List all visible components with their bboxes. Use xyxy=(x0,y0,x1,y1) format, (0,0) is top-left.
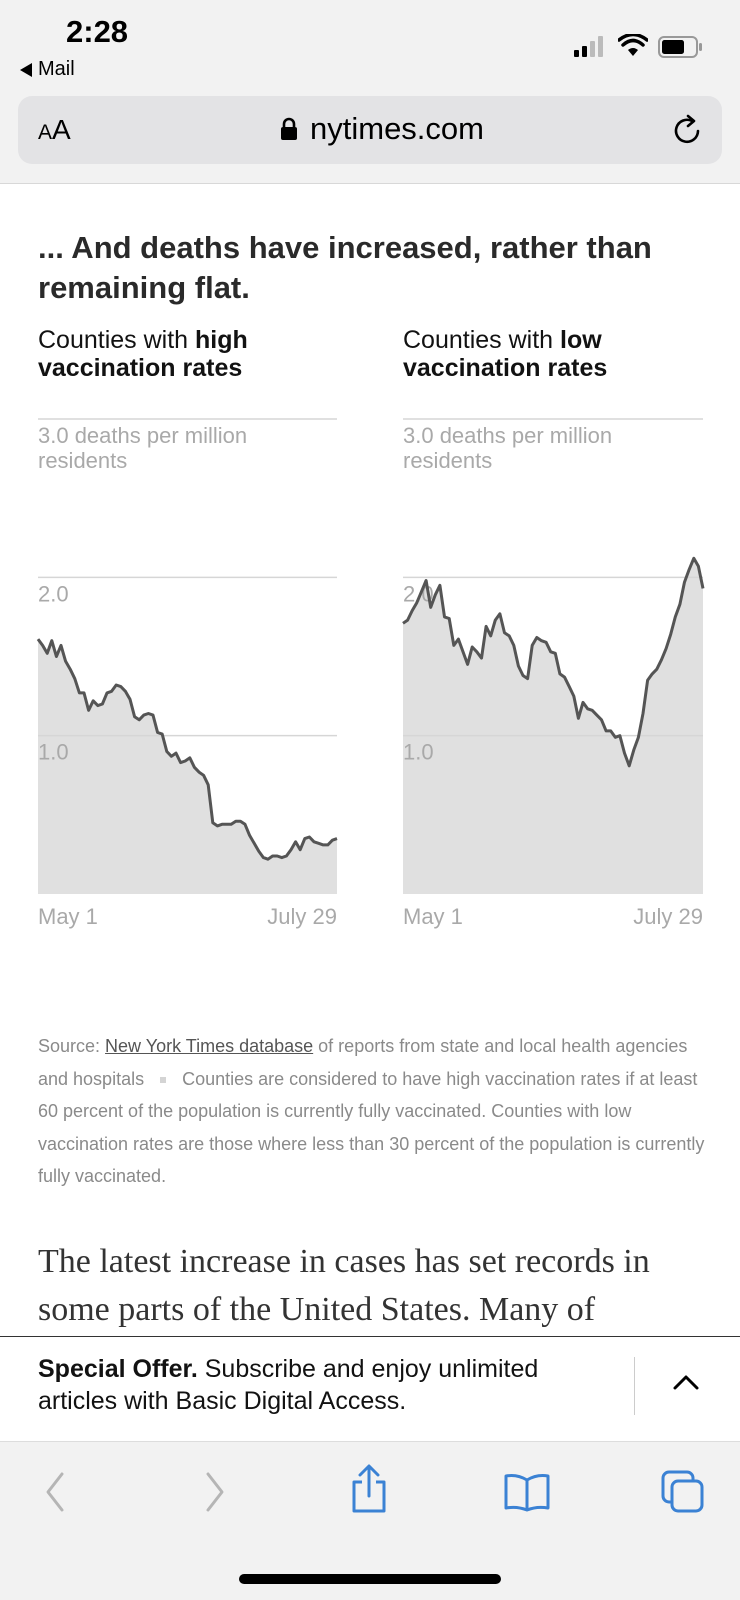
address-bar[interactable]: AA nytimes.com xyxy=(18,96,722,164)
forward-arrow-icon[interactable] xyxy=(202,1470,228,1514)
y-tick-label-low: 1.0 xyxy=(403,740,434,765)
back-label: Mail xyxy=(38,58,75,80)
panel-title-high: Counties with high vaccination rates xyxy=(38,326,338,382)
browser-toolbar xyxy=(0,1442,740,1600)
home-indicator xyxy=(239,1574,501,1584)
offer-bold: Special Offer. xyxy=(38,1355,198,1383)
tabs-icon[interactable] xyxy=(661,1470,705,1514)
y-axis-label-high: 3.0 deaths per million residents xyxy=(38,423,247,473)
safari-address-area: AA nytimes.com xyxy=(0,92,740,184)
panel-title-high-bold: high vaccination rates xyxy=(38,326,248,382)
series-line-low xyxy=(402,556,705,768)
x-tick-start-low: May 1 xyxy=(403,904,463,929)
offer-description: Subscribe and enjoy unlimited articles w… xyxy=(38,1355,539,1415)
separator-dot xyxy=(160,1076,167,1083)
status-time: 2:28 xyxy=(66,14,129,49)
source-prefix: Source: xyxy=(38,1036,106,1056)
area-fill-low xyxy=(403,558,703,894)
x-tick-start-high: May 1 xyxy=(38,904,98,929)
text-size-button[interactable]: AA xyxy=(38,114,71,145)
back-triangle-icon xyxy=(20,62,32,77)
charts-area: 3.0 deaths per million residents 2.0 1.0 May… xyxy=(36,418,705,929)
x-tick-end-low: July 29 xyxy=(633,904,703,929)
domain-text: nytimes.com xyxy=(310,111,484,146)
y-tick-label-high: 1.0 xyxy=(38,740,69,765)
chevron-up-icon[interactable] xyxy=(672,1373,700,1391)
battery-icon xyxy=(658,36,702,58)
panel-title-low-prefix: Counties with xyxy=(403,326,561,354)
panel-title-low-bold: low vaccination rates xyxy=(403,326,608,382)
offer-text: Special Offer. Subscribe and enjoy unlim… xyxy=(38,1353,608,1417)
share-icon[interactable] xyxy=(349,1464,389,1514)
bookmarks-icon[interactable] xyxy=(503,1472,551,1512)
offer-divider xyxy=(634,1357,635,1415)
y-tick-label-high: 2.0 xyxy=(38,581,69,606)
article-body-paragraph: The latest increase in cases has set rec… xyxy=(38,1243,650,1328)
series-line-high xyxy=(36,638,338,861)
source-after-link: of reports from state and local health a… xyxy=(38,1036,688,1089)
y-axis-label-low: 3.0 deaths per million residents xyxy=(403,423,612,473)
wifi-icon xyxy=(618,34,648,56)
special-offer-banner[interactable]: Special Offer. Subscribe and enjoy unlim… xyxy=(0,1336,740,1442)
panel-title-low: Counties with low vaccination rates xyxy=(403,326,703,382)
reload-icon[interactable] xyxy=(672,114,704,148)
back-to-mail-link[interactable]: Mail xyxy=(20,58,75,81)
back-arrow-icon[interactable] xyxy=(42,1470,68,1514)
lock-icon xyxy=(281,117,297,140)
panel-title-high-prefix: Counties with xyxy=(38,326,196,354)
chart-heading: ... And deaths have increased, rather th… xyxy=(38,230,652,305)
status-bar: 2:28 Mail xyxy=(0,0,740,92)
x-tick-end-high: July 29 xyxy=(267,904,337,929)
source-note-text: Counties are considered to have high vac… xyxy=(38,1068,705,1187)
source-link[interactable]: New York Times database xyxy=(105,1036,314,1056)
url-domain[interactable]: nytimes.com xyxy=(280,111,484,147)
chart-source-note: Source: New York Times database of repor… xyxy=(38,1030,708,1193)
area-fill-high xyxy=(38,639,337,894)
cellular-signal-icon xyxy=(574,36,603,57)
